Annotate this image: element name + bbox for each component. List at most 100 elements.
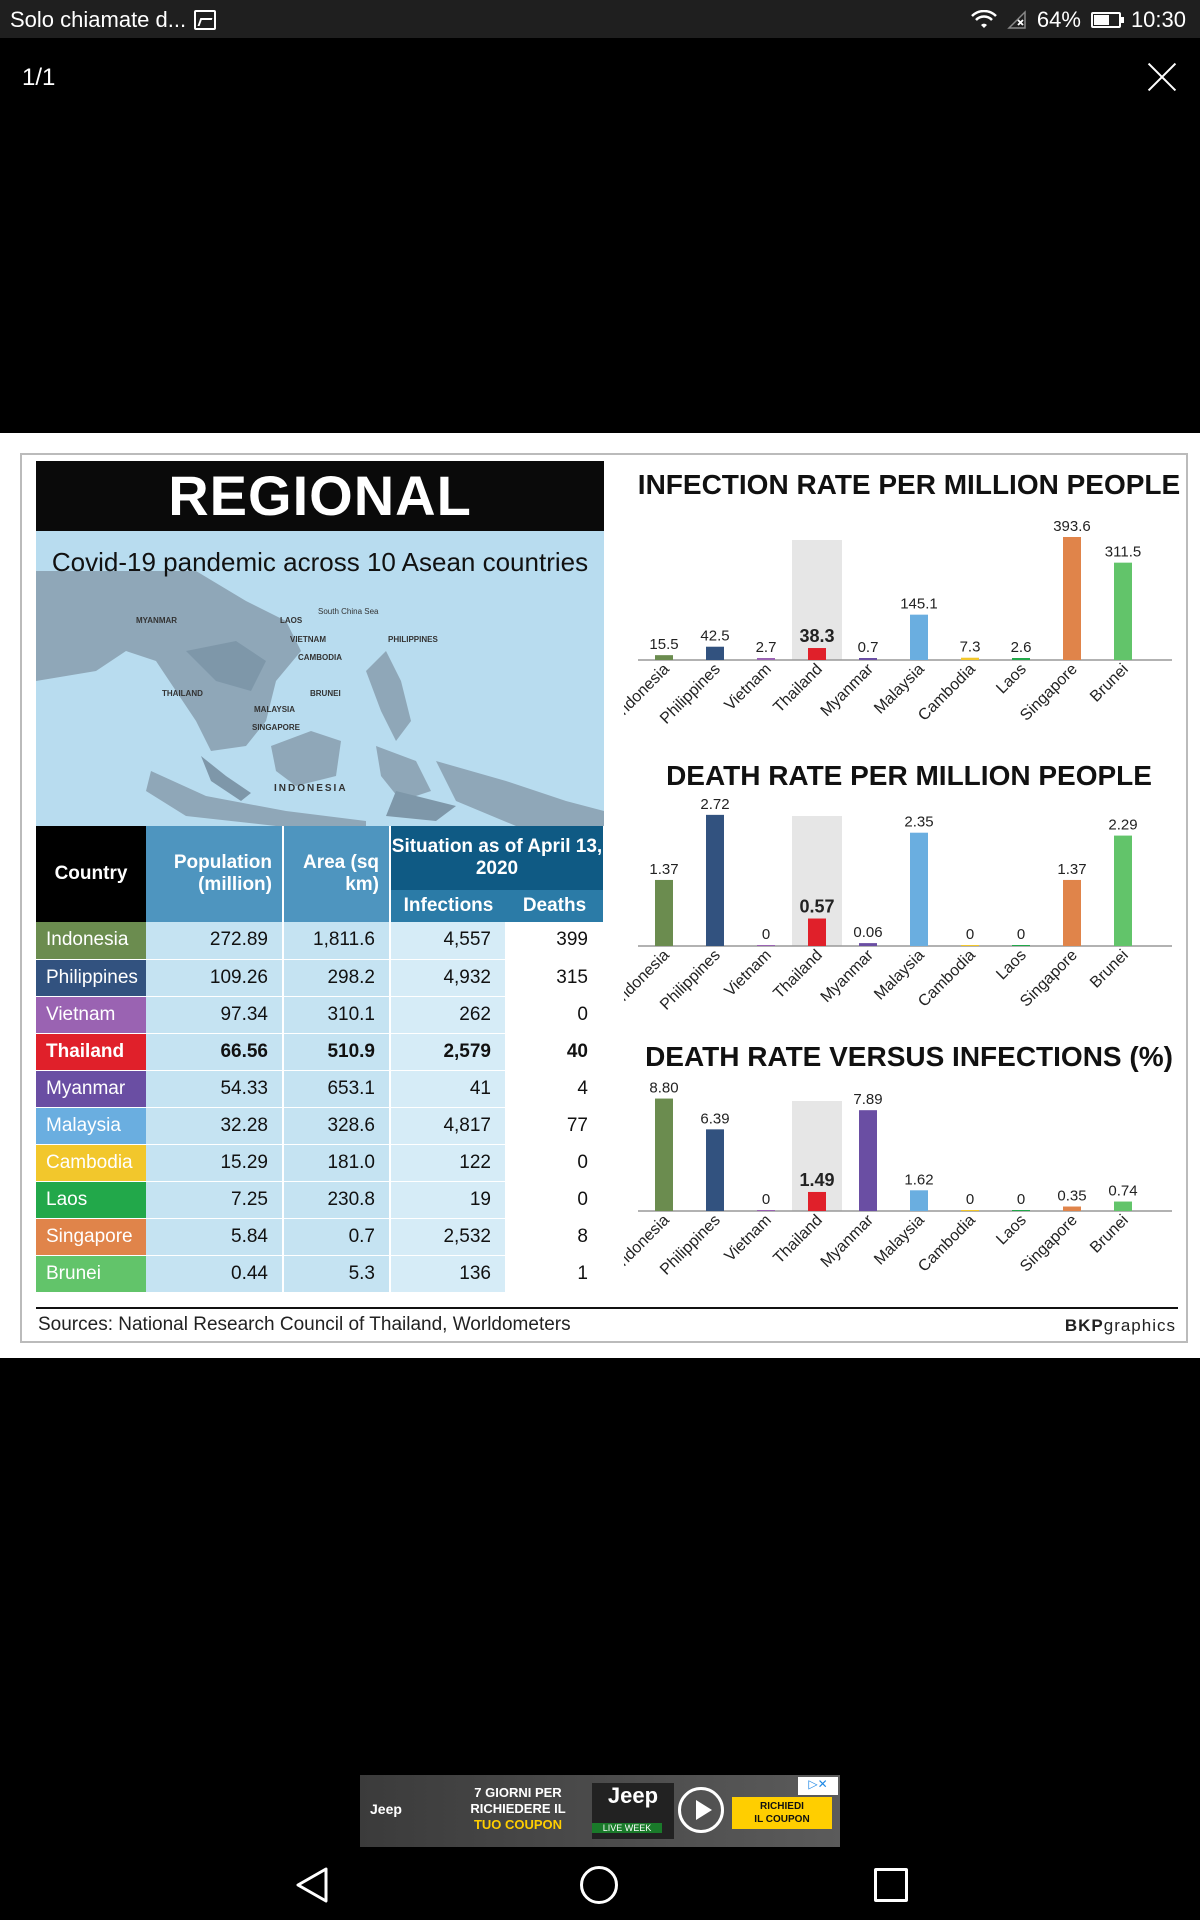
cell-deaths: 399 bbox=[506, 922, 604, 960]
ad-cta-button[interactable]: RICHIEDI IL COUPON bbox=[732, 1797, 832, 1829]
cell-country: Malaysia bbox=[36, 1107, 146, 1145]
cell-deaths: 0 bbox=[506, 1144, 604, 1182]
bar-laos bbox=[1012, 1210, 1030, 1211]
map-label-philippines: PHILIPPINES bbox=[388, 635, 438, 644]
data-label: 0.7 bbox=[858, 639, 879, 656]
bar-philippines bbox=[706, 1129, 724, 1211]
th-situation: Situation as of April 13, 2020 bbox=[389, 826, 603, 890]
cell-country: Philippines bbox=[36, 959, 146, 997]
data-label: 7.3 bbox=[960, 639, 981, 656]
image-counter: 1/1 bbox=[22, 64, 56, 91]
data-label: 0.35 bbox=[1057, 1188, 1086, 1205]
cell-country: Vietnam bbox=[36, 996, 146, 1034]
bar-myanmar bbox=[859, 1110, 877, 1211]
data-label: 7.89 bbox=[853, 1091, 882, 1108]
bar-indonesia bbox=[655, 879, 673, 946]
death-rate-chart: 1.37Indonesia2.72Philippines0Vietnam0.57… bbox=[624, 796, 1172, 1014]
data-label: 0 bbox=[762, 926, 770, 943]
ad-text: 7 GIORNI PER RICHIEDERE IL TUO COUPON bbox=[458, 1785, 578, 1833]
data-label: 0.57 bbox=[799, 897, 834, 917]
battery-level bbox=[1093, 15, 1110, 25]
data-label: 2.6 bbox=[1011, 639, 1032, 656]
bar-singapore bbox=[1063, 537, 1081, 660]
category-label: Laos bbox=[993, 947, 1030, 984]
death-vs-infections-chart: 8.80Indonesia6.39Philippines0Vietnam1.49… bbox=[624, 1080, 1172, 1279]
data-label: 0 bbox=[1017, 1191, 1025, 1208]
sources-text: Sources: National Research Council of Th… bbox=[38, 1314, 571, 1335]
play-icon[interactable] bbox=[678, 1787, 724, 1833]
data-label: 1.37 bbox=[1057, 861, 1086, 878]
th-population: Population (million) bbox=[146, 826, 283, 922]
bar-philippines bbox=[706, 646, 724, 660]
cell-country: Laos bbox=[36, 1181, 146, 1219]
bar-cambodia bbox=[961, 945, 979, 946]
chart1-title: INFECTION RATE PER MILLION PEOPLE bbox=[637, 469, 1181, 500]
table-row: Malaysia 32.28 328.6 4,817 77 bbox=[36, 1107, 604, 1145]
wifi-icon bbox=[971, 10, 997, 28]
recent-square-icon[interactable] bbox=[874, 1868, 908, 1902]
category-label: Laos bbox=[993, 661, 1030, 698]
ad-logo: Jeep bbox=[370, 1801, 402, 1817]
close-icon[interactable] bbox=[1142, 56, 1182, 96]
ad-choices-icon[interactable]: ▷✕ bbox=[798, 1777, 838, 1795]
data-label: 311.5 bbox=[1105, 544, 1141, 561]
cell-infections: 41 bbox=[390, 1070, 507, 1108]
bar-indonesia bbox=[655, 655, 673, 660]
cell-deaths: 1 bbox=[506, 1255, 604, 1293]
table-row: Myanmar 54.33 653.1 41 4 bbox=[36, 1070, 604, 1108]
data-label: 2.29 bbox=[1108, 817, 1137, 834]
bar-philippines bbox=[706, 814, 724, 946]
cell-country: Singapore bbox=[36, 1218, 146, 1256]
highlight-band bbox=[792, 540, 842, 660]
cell-infections: 136 bbox=[390, 1255, 507, 1293]
map-label-indonesia: INDONESIA bbox=[274, 783, 348, 794]
bar-myanmar bbox=[859, 943, 877, 946]
brand-bold: BKP bbox=[1064, 1316, 1104, 1335]
map-label-singapore: SINGAPORE bbox=[252, 723, 301, 732]
battery-percent: 64% bbox=[1036, 7, 1081, 32]
bar-malaysia bbox=[910, 832, 928, 946]
asean-map: Covid-19 pandemic across 10 Asean countr… bbox=[36, 531, 604, 826]
table-row: Philippines 109.26 298.2 4,932 315 bbox=[36, 959, 604, 997]
bar-thailand bbox=[808, 918, 826, 946]
bar-singapore bbox=[1063, 1206, 1081, 1211]
bar-thailand bbox=[808, 1191, 826, 1211]
home-circle-icon[interactable] bbox=[580, 1866, 618, 1904]
table-row: Thailand 66.56 510.9 2,579 40 bbox=[36, 1033, 604, 1071]
cell-population: 7.25 bbox=[146, 1181, 284, 1219]
ad-cta1: RICHIEDI bbox=[760, 1801, 804, 1812]
cell-deaths: 77 bbox=[506, 1107, 604, 1145]
data-label: 0 bbox=[966, 926, 974, 943]
no-signal-icon bbox=[1007, 10, 1026, 29]
ad-line2: RICHIEDERE IL bbox=[470, 1801, 566, 1816]
cell-area: 298.2 bbox=[283, 959, 391, 997]
cell-population: 97.34 bbox=[146, 996, 284, 1034]
cell-area: 1,811.6 bbox=[283, 922, 391, 960]
back-triangle-icon[interactable] bbox=[294, 1866, 330, 1904]
ad-banner[interactable]: Jeep 7 GIORNI PER RICHIEDERE IL TUO COUP… bbox=[360, 1775, 840, 1847]
category-label: Myanmar bbox=[818, 1211, 878, 1271]
data-label: 2.35 bbox=[904, 814, 933, 831]
cell-deaths: 40 bbox=[506, 1033, 604, 1071]
cell-deaths: 0 bbox=[506, 1181, 604, 1219]
bar-malaysia bbox=[910, 614, 928, 660]
data-label: 38.3 bbox=[799, 626, 834, 646]
cell-infections: 4,932 bbox=[390, 959, 507, 997]
category-label: Brunei bbox=[1087, 661, 1132, 706]
data-label: 6.39 bbox=[700, 1110, 729, 1127]
cell-deaths: 8 bbox=[506, 1218, 604, 1256]
infographic-subtitle: Covid-19 pandemic across 10 Asean countr… bbox=[51, 547, 589, 577]
bar-myanmar bbox=[859, 658, 877, 660]
cell-deaths: 0 bbox=[506, 996, 604, 1034]
category-label: Vietnam bbox=[722, 661, 775, 714]
category-label: Laos bbox=[993, 1212, 1030, 1249]
data-label: 0.06 bbox=[853, 924, 882, 941]
data-label: 2.7 bbox=[756, 639, 777, 656]
map-shapes bbox=[36, 571, 604, 826]
clock: 10:30 bbox=[1130, 7, 1186, 32]
map-label-thailand: THAILAND bbox=[162, 689, 203, 698]
data-label: 15.5 bbox=[649, 636, 678, 653]
cell-area: 5.3 bbox=[283, 1255, 391, 1293]
table-row: Laos 7.25 230.8 19 0 bbox=[36, 1181, 604, 1219]
cell-area: 510.9 bbox=[283, 1033, 391, 1071]
